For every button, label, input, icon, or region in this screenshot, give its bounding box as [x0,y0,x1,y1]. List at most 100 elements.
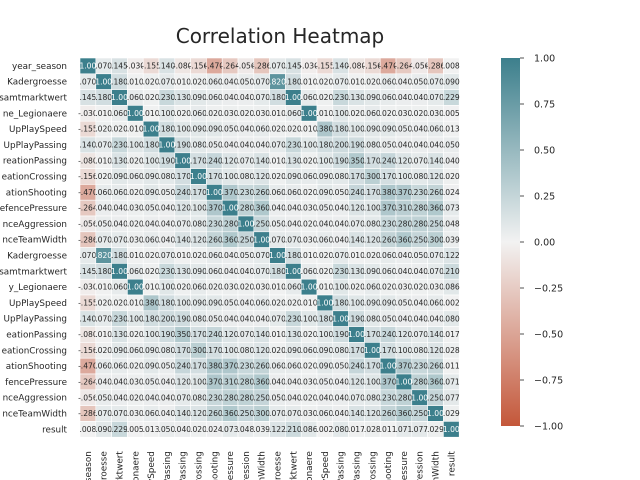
cell-value-label: .080 [364,220,381,229]
cell-value-label: 1.00 [79,62,96,71]
cell-value-label: -.155 [141,62,161,71]
cell-value-label: .250 [411,409,428,418]
y-tick-label: nceAggression [3,394,67,404]
cell-value-label: .050 [222,125,239,134]
cell-value-label: .170 [174,172,191,181]
cell-value-label: .260 [253,188,270,197]
cell-value-label: .020 [316,93,333,102]
cell-value-label: .020 [174,283,191,292]
cell-value-label: .050 [158,425,175,434]
cell-value-label: .090 [364,93,381,102]
cell-value-label: .380 [143,299,160,308]
cell-value-label: .070 [269,62,286,71]
cell-value-label: -.264 [394,62,414,71]
cell-value-label: .170 [190,330,207,339]
cell-value-label: .020 [237,283,254,292]
cell-value-label: .120 [348,204,365,213]
cell-value-label: .080 [411,346,428,355]
cell-value-label: .040 [411,141,428,150]
cell-value-label: .100 [143,330,160,339]
cell-value-label: .008 [443,62,460,71]
cell-value-label: .080 [364,314,381,323]
cell-value-label: .029 [427,425,444,434]
cell-value-label: .040 [253,314,270,323]
cell-value-label: -.470 [204,62,224,71]
x-tick-label: result [447,451,457,476]
cell-value-label: .060 [364,109,381,118]
cell-value-label: .060 [111,362,128,371]
cell-value-label: .050 [332,362,349,371]
x-tick-label: ggression [416,451,426,480]
cell-value-label: .280 [411,204,428,213]
cell-value-label: .250 [411,235,428,244]
cell-value-label: 1.00 [285,93,302,102]
cell-value-label: 1.00 [380,362,397,371]
cell-value-label: .010 [95,330,112,339]
cell-value-label: .140 [158,62,175,71]
cell-value-label: .250 [427,220,444,229]
cell-value-label: .180 [269,267,286,276]
y-tick-label: reationPassing [3,157,67,167]
cell-value-label: 1.00 [301,283,318,292]
cell-value-label: .040 [395,77,412,86]
cell-value-label: .100 [301,314,318,323]
cell-value-label: .048 [443,220,460,229]
cell-value-label: .070 [427,251,444,260]
cell-value-label: .017 [443,330,460,339]
cell-value-label: .100 [395,172,412,181]
cell-value-label: .090 [190,125,207,134]
y-tick-label: samtmarktwert [0,94,68,104]
cell-value-label: .013 [443,125,460,134]
cell-value-label: .360 [253,378,270,387]
cell-value-label: .010 [95,283,112,292]
cell-value-label: -.156 [78,172,98,181]
cell-value-label: .002 [316,425,333,434]
cell-value-label: .170 [380,172,397,181]
cell-value-label: .180 [143,141,160,150]
cell-value-label: .280 [395,393,412,402]
cell-value-label: .090 [285,346,302,355]
cell-value-label: .120 [253,172,270,181]
cell-value-label: .100 [158,283,175,292]
cell-value-label: .080 [332,346,349,355]
x-tick-label: amWidth [258,451,268,480]
heatmap-cell [443,421,460,438]
cell-value-label: .240 [174,188,191,197]
cell-value-label: .070 [95,141,112,150]
cell-value-label: .010 [143,283,160,292]
cell-value-label: -.155 [78,299,98,308]
cell-value-label: .240 [174,362,191,371]
cell-value-label: .300 [427,235,444,244]
cell-value-label: -.264 [220,62,240,71]
cell-value-label: .100 [158,109,175,118]
cell-value-label: .090 [380,299,397,308]
cell-value-label: .230 [285,314,302,323]
cell-value-label: .020 [237,109,254,118]
cell-value-label: .080 [411,172,428,181]
x-tick-label: rgroesse [100,451,110,480]
cell-value-label: .070 [95,314,112,323]
cell-value-label: .020 [285,125,302,134]
colorbar-tick-label: 1.00 [534,54,555,65]
cell-value-label: -.030 [299,62,319,71]
cell-value-label: .100 [364,204,381,213]
colorbar-tick-label: 0.00 [534,238,555,249]
y-tick-label: year_season [12,62,67,72]
cell-value-label: .100 [301,141,318,150]
cell-value-label: -.056 [78,220,98,229]
cell-value-label: .229 [111,425,128,434]
cell-value-label: .130 [111,330,128,339]
cell-value-label: .040 [237,141,254,150]
cell-value-label: .100 [174,125,191,134]
cell-value-label: .060 [285,283,302,292]
cell-value-label: .040 [158,220,175,229]
cell-value-label: .020 [127,330,144,339]
cell-value-label: -.470 [378,62,398,71]
cell-value-label: .280 [237,378,254,387]
cell-value-label: .090 [190,267,207,276]
cell-value-label: .180 [111,251,128,260]
cell-value-label: .040 [95,378,112,387]
cell-value-label: .120 [190,409,207,418]
cell-value-label: .050 [411,77,428,86]
cell-value-label: .080 [364,141,381,150]
